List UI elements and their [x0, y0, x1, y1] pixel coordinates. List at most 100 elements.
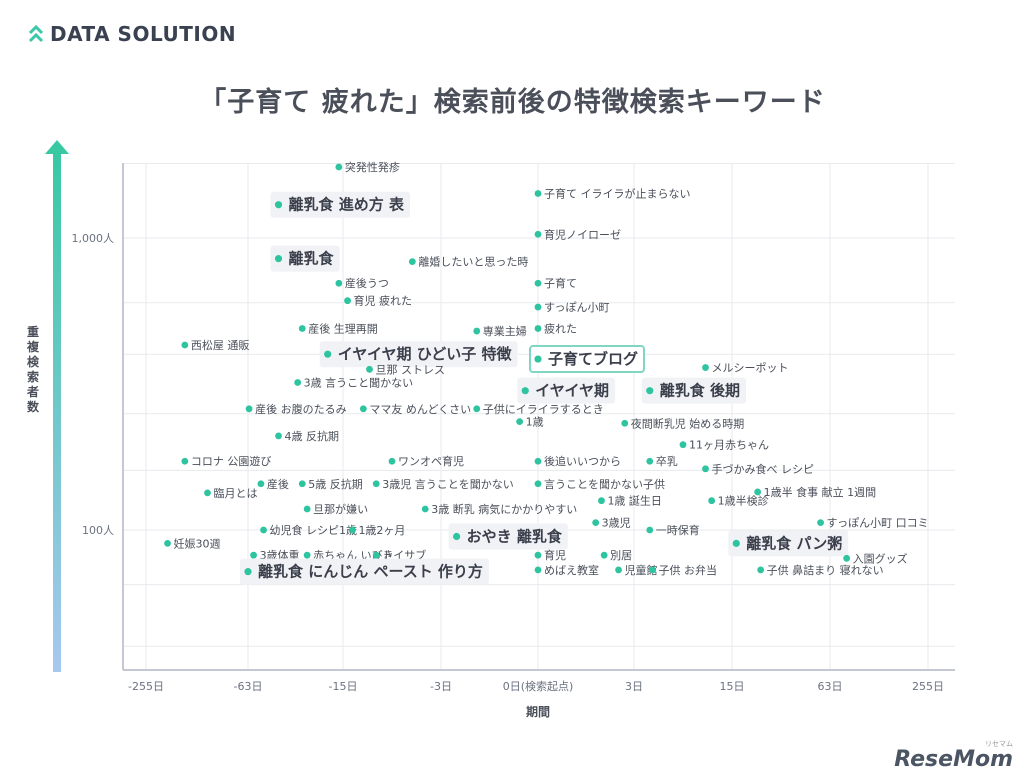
- point-dot: [372, 551, 380, 559]
- point-dot: [732, 539, 740, 547]
- point-dot: [244, 568, 252, 576]
- point-label: 専業主婦: [483, 324, 527, 338]
- scatter-point: 一時保育: [646, 523, 700, 537]
- point-label: 1歳: [526, 416, 544, 429]
- point-label: 突発性発疹: [345, 160, 400, 174]
- point-label: 別居: [610, 549, 632, 562]
- watermark-text: ReseMom: [894, 747, 1013, 772]
- scatter-point: 育児ノイローゼ: [534, 227, 621, 241]
- scatter-point: 産後うつ: [335, 276, 389, 290]
- x-tick-label: 15日: [720, 680, 745, 693]
- point-label: ワンオペ育児: [398, 454, 464, 468]
- chart-grid: [123, 162, 955, 670]
- scatter-point: 産後: [257, 477, 289, 491]
- point-label: 入園グッズ: [853, 551, 908, 565]
- point-dot: [335, 163, 343, 171]
- scatter-point: 赤ちゃん いびき: [303, 549, 394, 562]
- scatter-point: 子供にイライラするとき: [473, 402, 604, 416]
- scatter-point: 3歳 言うこと聞かない: [294, 376, 413, 389]
- scatter-point: 離婚したいと思った時: [408, 255, 528, 269]
- scatter-point: 子育て イライラが止まらない: [534, 187, 691, 201]
- point-dot: [250, 551, 257, 559]
- scatter-point: 児童館: [615, 563, 658, 577]
- point-dot: [473, 405, 481, 413]
- point-dot: [181, 457, 189, 465]
- point-dot: [757, 566, 765, 574]
- point-dot: [621, 419, 629, 427]
- watermark-sub: リセマム: [985, 740, 1013, 748]
- point-dot: [600, 551, 608, 559]
- point-label: 離乳食 後期: [660, 382, 740, 400]
- scatter-point: 幼児食 レシピ1歳: [260, 523, 357, 537]
- point-label: おやき 離乳食: [467, 528, 563, 546]
- point-dot: [204, 489, 211, 497]
- point-dot: [708, 497, 716, 505]
- point-label-bg: [270, 245, 340, 272]
- x-tick-label: 255日: [912, 680, 944, 693]
- x-tick-label: -3日: [430, 680, 452, 693]
- point-label: 5歳 反抗期: [308, 477, 363, 491]
- point-label: 旦那 ストレス: [375, 363, 445, 376]
- scatter-point: 産後 お腹のたるみ: [245, 402, 347, 416]
- y-tick-label: 100人: [82, 524, 114, 537]
- point-dot: [274, 201, 283, 209]
- point-label-bg: [728, 530, 849, 557]
- point-label: 手づかみ食べ レシピ: [712, 462, 815, 476]
- point-dot: [534, 457, 542, 465]
- point-dot: [303, 551, 311, 559]
- scatter-point: 1歳2ヶ月: [349, 524, 405, 537]
- point-label: 旦那が嫌い: [313, 502, 368, 516]
- point-label: 育児ノイローゼ: [544, 227, 621, 241]
- scatter-point: 1歳: [516, 416, 544, 429]
- scatter-point: 子供 鼻詰まり 寝れない: [757, 563, 884, 577]
- point-label-bg: [270, 191, 410, 218]
- point-label: 西松屋 通販: [191, 338, 250, 352]
- x-tick-label: 3日: [625, 680, 643, 693]
- point-label: 3歳体重: [260, 548, 300, 562]
- point-dot: [181, 341, 189, 349]
- scatter-point: 産後 生理再開: [298, 321, 378, 335]
- scatter-point: 離乳食 進め方 表: [270, 191, 410, 218]
- scatter-point: 手づかみ食べ レシピ: [702, 462, 814, 476]
- point-label: 1歳2ヶ月: [358, 524, 405, 537]
- x-tick-label: 0日(検索起点): [503, 679, 574, 693]
- point-dot: [534, 566, 542, 574]
- point-dot: [372, 480, 380, 488]
- point-label: 子供にイライラするとき: [483, 402, 604, 416]
- point-dot: [324, 350, 332, 358]
- point-dot: [754, 488, 762, 496]
- point-label: イヤイヤ期: [535, 382, 609, 400]
- point-label: 子育て イライラが止まらない: [544, 187, 691, 201]
- point-label: 卒乳: [656, 454, 678, 468]
- scatter-point: 言うことを聞かない子供: [534, 477, 665, 491]
- y-tick-label: 1,000人: [72, 232, 115, 245]
- scatter-point: おやき 離乳食: [448, 523, 568, 550]
- point-dot: [473, 327, 481, 335]
- page-title: 「子育て 疲れた」検索前後の特徴検索キーワード: [199, 87, 826, 118]
- point-label: 離乳食 進め方 表: [289, 196, 405, 214]
- point-label: すっぽん小町: [544, 301, 610, 314]
- point-dot: [646, 387, 654, 395]
- scatter-point: 別居: [600, 549, 632, 562]
- point-dot: [534, 279, 542, 287]
- double-chevron-up-icon: [28, 25, 44, 43]
- point-label: 後追いいつから: [544, 454, 621, 468]
- point-label: 子育てブログ: [548, 350, 638, 368]
- point-label: メルシーポット: [712, 362, 789, 375]
- scatter-point: 専業主婦: [473, 324, 527, 338]
- point-label: イヤイヤ期 ひどい子 特徴: [338, 345, 513, 363]
- point-label: コロナ 公園遊び: [191, 454, 272, 468]
- point-dot: [521, 387, 529, 395]
- point-dot: [260, 526, 267, 534]
- point-label: 1歳半 食事 献立 1週間: [764, 485, 877, 499]
- point-dot: [534, 325, 542, 332]
- point-label: すっぽん小町 口コミ: [827, 517, 929, 530]
- point-label: 離乳食: [289, 250, 335, 268]
- point-dot: [516, 418, 524, 426]
- point-dot: [702, 364, 709, 371]
- scatter-point: 臨月とは: [204, 487, 257, 500]
- brand-logo: DATA SOLUTION: [28, 22, 236, 46]
- point-dot: [164, 539, 171, 547]
- point-dot: [534, 551, 542, 559]
- scatter-point: すっぽん小町 口コミ: [817, 517, 929, 530]
